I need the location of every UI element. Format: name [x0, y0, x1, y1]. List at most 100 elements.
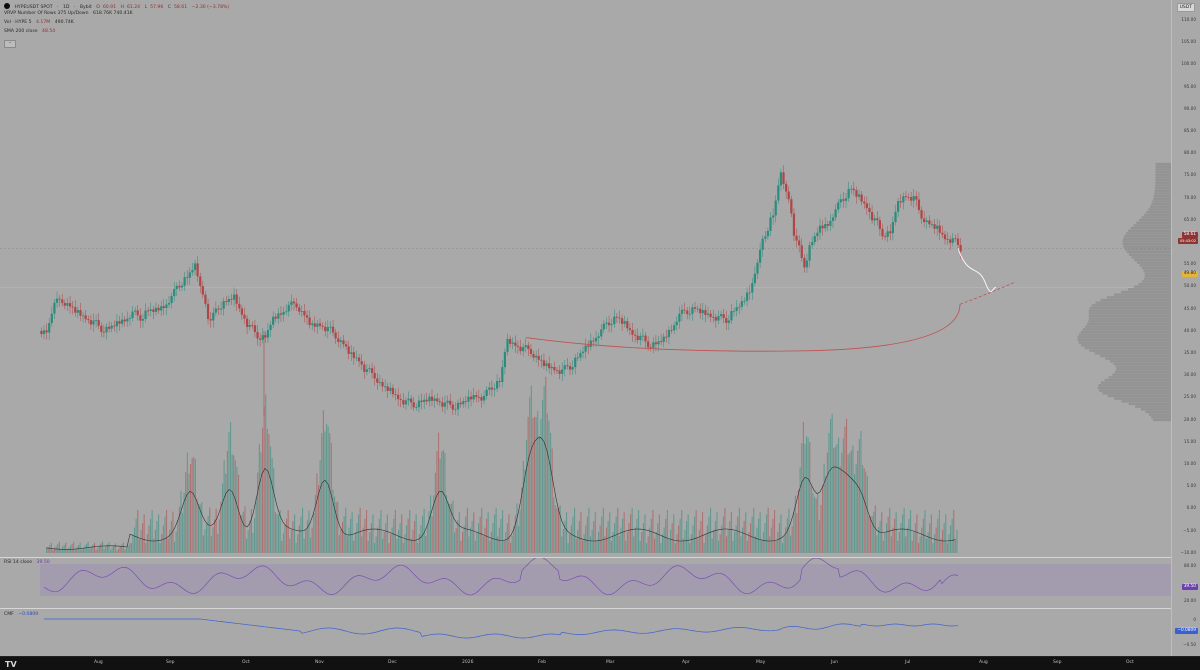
level-price-tag: 49.80 — [1181, 271, 1198, 277]
candle-body — [548, 363, 551, 369]
candle-body — [701, 310, 704, 314]
candle-body — [285, 311, 288, 313]
volume-profile-bar — [1123, 245, 1172, 248]
price-tick-label: 105.00 — [1181, 39, 1196, 45]
candle-body — [634, 334, 637, 336]
candle-body — [204, 294, 207, 304]
candle-body — [253, 325, 257, 333]
volume-bar — [175, 531, 177, 553]
candle-body — [222, 301, 225, 309]
volume-bar — [580, 512, 582, 553]
rsi-legend[interactable]: RSI 14 close 39.50 — [4, 560, 53, 566]
volume-bar — [335, 501, 337, 553]
volume-bar — [81, 549, 83, 553]
volume-bar — [673, 514, 675, 553]
volume-bar — [642, 523, 644, 553]
candle-body — [852, 188, 855, 191]
candle-body — [704, 310, 707, 315]
volume-bar — [511, 535, 513, 553]
pane-divider[interactable] — [0, 557, 1172, 558]
symbol-name[interactable]: HYPEUSDT SPOT — [14, 4, 53, 10]
interval-label[interactable]: 1D — [63, 4, 70, 10]
candle-body — [81, 315, 85, 317]
volume-bar — [422, 516, 424, 553]
volume-bar — [223, 460, 225, 553]
candle-body — [180, 285, 184, 288]
currency-button[interactable]: USDT — [1176, 3, 1195, 12]
candle-body — [384, 386, 387, 388]
volume-profile-bar — [1130, 226, 1172, 230]
volume-bar — [500, 518, 502, 553]
candle-body — [290, 301, 293, 305]
volume-bar — [938, 510, 940, 553]
volume-bar — [591, 529, 593, 553]
candle-body — [758, 249, 762, 263]
volume-bar — [132, 534, 134, 553]
collapse-legend-button[interactable]: ⌃ — [4, 40, 16, 48]
volume-bar — [446, 495, 448, 553]
candle-body — [753, 273, 756, 284]
candle-body — [943, 234, 947, 240]
volume-bar — [126, 547, 128, 553]
volume-bar — [174, 541, 176, 553]
candle-body — [261, 335, 264, 340]
volume-bar — [785, 527, 787, 553]
volume-bar — [895, 512, 897, 553]
volume-bar — [254, 518, 256, 553]
cmf-pane[interactable] — [0, 609, 1172, 657]
volume-profile-bar — [1124, 248, 1172, 251]
time-axis[interactable]: Aug Sep Oct Nov Dec 2026 Feb Mar Apr May Jun Jul Aug… — [0, 656, 1200, 670]
volume-bar — [462, 531, 464, 553]
volume-bar — [740, 536, 742, 553]
vrvp-legend[interactable]: VRVP Number Of Rows 375 Up/Down 618.76K … — [4, 11, 136, 17]
cmf-legend[interactable]: CMF −0.0809 — [4, 612, 41, 618]
volume-bar — [722, 516, 724, 553]
volume-bar — [761, 540, 763, 553]
candle-body — [626, 321, 629, 329]
volume-bar — [385, 523, 387, 553]
volume-bar — [212, 526, 214, 553]
rsi-pane[interactable] — [0, 558, 1172, 608]
candle-body — [792, 213, 796, 236]
volume-bar — [380, 510, 382, 553]
sma-legend[interactable]: SMA 200 close 48.54 — [4, 29, 58, 35]
volume-bar — [76, 546, 78, 553]
volume-bar — [490, 532, 492, 553]
volume-bar — [415, 514, 417, 553]
volume-bar — [460, 540, 462, 553]
candle-body — [597, 336, 600, 338]
candle-body — [941, 232, 944, 235]
tradingview-logo[interactable]: TV — [5, 660, 17, 669]
candle-body — [584, 345, 587, 352]
volume-bar — [316, 473, 318, 553]
volume-profile-bar — [1121, 290, 1172, 294]
candle-body — [855, 190, 858, 197]
candle-body — [670, 329, 673, 331]
volume-bar — [863, 468, 865, 553]
volume-bar — [140, 529, 142, 553]
volume-profile-bar — [1144, 272, 1172, 275]
volume-bar — [414, 520, 416, 553]
volume-bar — [204, 529, 206, 553]
candle-body — [844, 198, 848, 201]
candle-body — [636, 335, 639, 341]
volume-legend[interactable]: Vol · HYPE 5 4.17M 490.74K — [4, 20, 77, 26]
volume-bar — [882, 540, 884, 553]
ohlc-l-label: L — [144, 4, 148, 10]
candle-body — [915, 196, 918, 200]
candle-body — [462, 401, 465, 405]
candle-body — [350, 352, 353, 354]
candle-body — [162, 306, 165, 309]
volume-profile-bar — [1122, 240, 1172, 243]
volume-bar — [106, 544, 108, 553]
price-chart-pane[interactable] — [0, 0, 1172, 557]
price-tick-label: 95.00 — [1184, 83, 1196, 89]
candle-body — [730, 311, 733, 321]
pane-divider[interactable] — [0, 608, 1172, 609]
volume-profile-bar — [1139, 264, 1172, 267]
volume-ma-value: 490.74K — [54, 20, 74, 25]
volume-bar — [150, 518, 152, 553]
price-scale[interactable]: USDT — [1171, 0, 1200, 657]
volume-bar — [118, 548, 120, 553]
